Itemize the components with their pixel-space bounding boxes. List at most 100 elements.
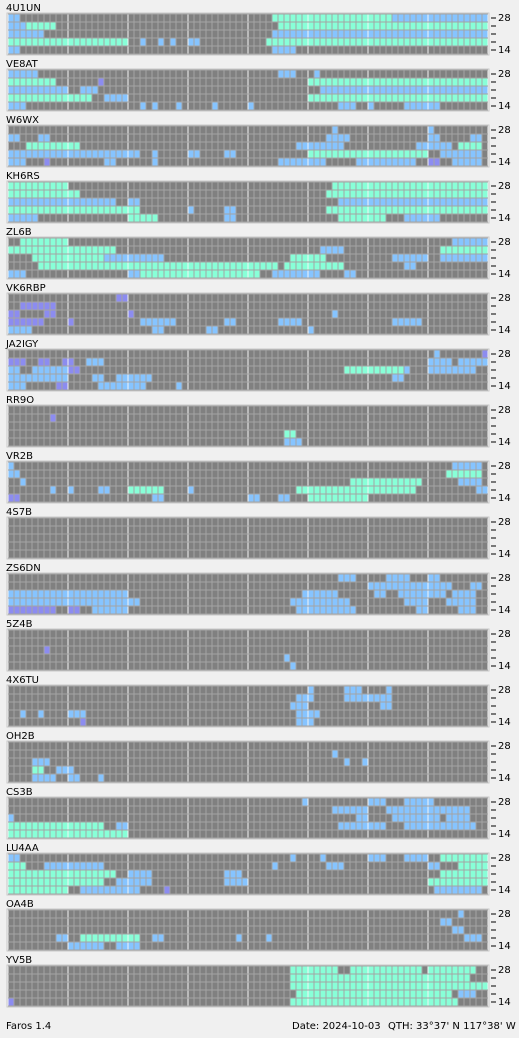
signal-cells — [428, 126, 434, 134]
band-label: 28 — [498, 349, 511, 360]
signal-cells — [302, 798, 308, 806]
beacon-name: W6WX — [6, 115, 39, 126]
signal-cells — [188, 486, 194, 494]
band-label: 28 — [498, 853, 511, 864]
signal-cells — [8, 814, 14, 822]
band-label: 14 — [498, 605, 511, 616]
signal-cells — [326, 206, 488, 214]
beacon-panel: VE8AT 28 14 — [6, 59, 511, 112]
band-label: 14 — [498, 829, 511, 840]
grid-border — [6, 292, 490, 336]
signal-cells — [164, 886, 170, 894]
signal-cells — [332, 126, 338, 134]
beacon-panel: RR9O 28 14 — [6, 395, 511, 448]
signal-cells — [440, 150, 482, 158]
band-label: 14 — [498, 493, 511, 504]
signal-cells — [296, 718, 314, 726]
signal-cells — [176, 382, 182, 390]
signal-cells — [8, 270, 26, 278]
signal-cells — [8, 998, 14, 1006]
signal-cells — [344, 758, 350, 766]
beacon-panel: W6WX 28 14 — [6, 115, 511, 168]
band-label: 14 — [498, 381, 511, 392]
band-label: 28 — [498, 405, 511, 416]
beacon-name: JA2IGY — [5, 339, 39, 350]
signal-cells — [290, 854, 296, 862]
signal-cells — [38, 710, 44, 718]
signal-cells — [176, 102, 182, 110]
signal-cells — [368, 854, 386, 862]
signal-cells — [8, 462, 14, 470]
grid-border — [6, 516, 490, 560]
beacon-panel: ZS6DN 28 14 — [6, 563, 511, 616]
beacon-name: VK6RBP — [6, 283, 46, 294]
band-label: 28 — [498, 517, 511, 528]
signal-cells — [236, 934, 242, 942]
signal-cells — [452, 462, 482, 470]
band-label: 14 — [498, 941, 511, 952]
signal-cells — [308, 326, 314, 334]
beacon-panel: JA2IGY 28 14 — [5, 339, 511, 392]
beacon-name: 4S7B — [6, 507, 32, 518]
band-label: 14 — [498, 437, 511, 448]
signal-cells — [332, 750, 338, 758]
signal-cells — [8, 214, 38, 222]
band-label: 28 — [498, 797, 511, 808]
band-label: 14 — [498, 885, 511, 896]
signal-cells — [68, 710, 86, 718]
signal-cells — [8, 862, 26, 870]
signal-cells — [80, 718, 86, 726]
signal-cells — [338, 102, 356, 110]
signal-cells — [8, 22, 26, 30]
signal-cells — [266, 38, 488, 46]
grid-border — [6, 68, 490, 112]
signal-cells — [458, 862, 488, 870]
beacon-panel: KH6RS 28 14 — [6, 171, 511, 224]
signal-cells — [326, 862, 344, 870]
signal-cells — [248, 102, 254, 110]
signal-cells — [458, 990, 476, 998]
beacon-panel: ZL6B 28 14 — [6, 227, 511, 280]
signal-cells — [128, 310, 134, 318]
signal-cells — [32, 758, 50, 766]
beacon-panel: 4S7B 28 14 — [6, 507, 511, 560]
signal-cells — [332, 310, 338, 318]
signal-cells — [8, 158, 26, 166]
signal-cells — [158, 38, 164, 46]
band-label: 14 — [498, 717, 511, 728]
beacon-panel: 5Z4B 28 14 — [6, 619, 511, 672]
beacon-name: ZL6B — [6, 227, 32, 238]
band-label: 28 — [498, 125, 511, 136]
grid-border — [6, 236, 490, 280]
grid-border — [6, 460, 490, 504]
signal-cells — [338, 574, 356, 582]
signal-cells — [68, 486, 74, 494]
signal-cells — [458, 358, 488, 366]
band-label: 28 — [498, 909, 511, 920]
band-label: 14 — [498, 549, 511, 560]
signal-cells — [320, 854, 326, 862]
signal-cells — [98, 78, 104, 86]
signal-cells — [152, 150, 158, 158]
signal-cells — [284, 438, 302, 446]
grid-border — [6, 180, 490, 224]
signal-cells — [392, 318, 422, 326]
band-label: 28 — [498, 69, 511, 80]
signal-cells — [50, 414, 56, 422]
beacon-name: 4U1UN — [6, 3, 41, 14]
beacon-name: CS3B — [6, 787, 33, 798]
band-label: 14 — [498, 157, 511, 168]
signal-cells — [56, 766, 74, 774]
grid-border — [6, 852, 490, 896]
signal-cells — [188, 206, 194, 214]
signal-cells — [170, 38, 176, 46]
signal-cells — [404, 798, 434, 806]
signal-cells — [212, 102, 218, 110]
signal-cells — [98, 774, 104, 782]
band-label: 14 — [498, 661, 511, 672]
beacon-name: VR2B — [6, 451, 33, 462]
grid-border — [6, 796, 490, 840]
signal-cells — [20, 478, 26, 486]
signal-cells — [368, 798, 386, 806]
